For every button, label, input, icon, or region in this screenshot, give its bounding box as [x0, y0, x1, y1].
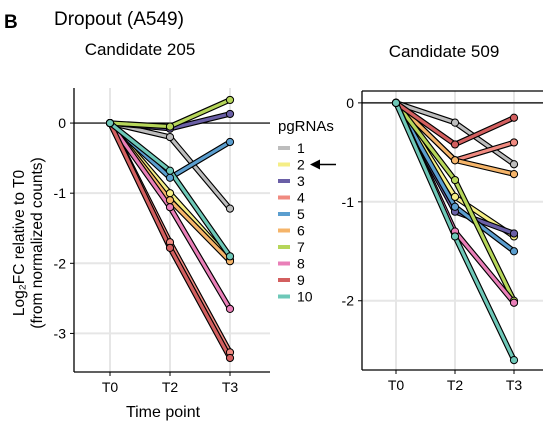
y-tick-label: -1	[54, 185, 67, 201]
data-point	[165, 166, 175, 175]
data-point	[225, 204, 235, 213]
data-point	[509, 138, 519, 147]
x-tick-label: T2	[447, 377, 464, 393]
data-point	[450, 156, 460, 165]
data-point	[225, 95, 235, 105]
data-point	[165, 243, 175, 252]
data-point	[509, 229, 519, 238]
data-point	[509, 356, 519, 365]
x-tick-label: T3	[506, 377, 523, 393]
legend-label: 10	[297, 289, 313, 305]
data-point	[165, 122, 175, 131]
legend-label: 6	[297, 223, 305, 239]
data-point	[450, 232, 460, 241]
chart1-ylabel: Log₂FC relative to T0 (from normalized c…	[11, 157, 46, 328]
chart2-title: Candidate 509	[389, 42, 500, 61]
legend-label: 2	[297, 157, 305, 173]
legend-label: 8	[297, 256, 305, 272]
chart-candidate-509: Candidate 509 0 -1 -2 T0 T2 T3	[342, 42, 543, 393]
data-point	[225, 252, 235, 261]
x-tick-label: T3	[222, 379, 239, 395]
data-point	[509, 170, 519, 179]
legend-arrow-icon	[310, 159, 336, 170]
chart1-xlabel: Time point	[126, 404, 201, 421]
data-point	[509, 298, 519, 307]
legend-label: 7	[297, 239, 305, 255]
data-point	[225, 304, 235, 313]
data-point	[165, 132, 175, 142]
legend-title: pgRNAs	[278, 118, 334, 135]
data-point	[165, 173, 175, 182]
legend-label: 3	[297, 173, 305, 189]
data-point	[450, 192, 460, 201]
data-point	[450, 140, 460, 149]
legend-label: 9	[297, 272, 305, 288]
x-tick-label: T2	[162, 379, 179, 395]
panel-letter: B	[4, 12, 18, 33]
data-point	[509, 247, 519, 256]
y-tick-label: -3	[54, 325, 67, 341]
data-point	[225, 353, 235, 363]
data-point	[225, 137, 235, 147]
x-tick-label: T0	[388, 377, 405, 393]
chart1-ylabel-line2: (from normalized counts)	[29, 157, 46, 328]
figure-title: Dropout (A549)	[54, 9, 184, 30]
data-point	[509, 113, 519, 122]
chart1-ylabel-line1: Log₂FC relative to T0	[11, 170, 28, 317]
y-tick-label: -2	[54, 255, 67, 271]
data-point	[450, 175, 460, 185]
data-point	[450, 118, 460, 127]
data-point	[509, 160, 519, 169]
data-point	[165, 203, 175, 212]
data-point	[105, 118, 115, 128]
y-tick-label: 0	[58, 115, 66, 131]
data-point	[225, 109, 235, 119]
data-point	[165, 196, 175, 205]
data-point	[450, 202, 460, 211]
data-point	[391, 98, 401, 107]
y-tick-label: 0	[346, 95, 354, 111]
legend-label: 1	[297, 140, 305, 156]
data-point	[165, 189, 175, 198]
chart-candidate-205: Candidate 205 Log₂FC relative to T0 (fro…	[11, 40, 270, 421]
x-tick-label: T0	[102, 379, 119, 395]
y-tick-label: -2	[342, 293, 355, 309]
legend-label: 5	[297, 206, 305, 222]
y-tick-label: -1	[342, 194, 355, 210]
chart1-title: Candidate 205	[85, 40, 196, 59]
legend-label: 4	[297, 190, 305, 206]
